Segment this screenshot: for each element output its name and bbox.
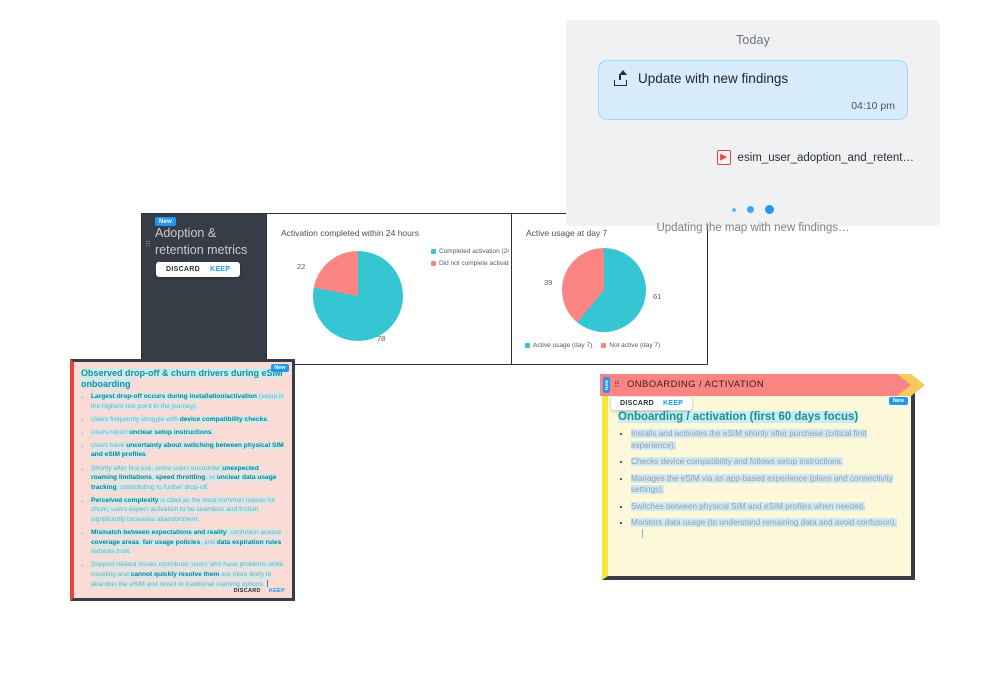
- list-item: Installs and activates the eSIM shortly …: [631, 428, 899, 451]
- metrics-board: New ⠿ Adoption & retention metrics (eSIM…: [141, 213, 708, 365]
- yellow-note-new-badge: New: [888, 397, 908, 405]
- legend-item: Active usage (day 7): [525, 342, 592, 349]
- chat-message-bubble[interactable]: Update with new findings 04:10 pm: [598, 60, 908, 120]
- yellow-note-heading: Onboarding / activation (first 60 days f…: [618, 411, 859, 423]
- legend-swatch-icon: [431, 261, 436, 266]
- list-item: Users report unclear setup instructions.: [91, 428, 284, 438]
- board-new-badge: New: [155, 217, 176, 226]
- yellow-note-discard-button[interactable]: DISCARD: [620, 400, 654, 407]
- legend-swatch-icon: [431, 249, 436, 254]
- yellow-note-bullet-list: Installs and activates the eSIM shortly …: [618, 428, 899, 541]
- board-sidebar: New ⠿ Adoption & retention metrics (eSIM…: [142, 214, 266, 364]
- legend-item: Did not complete activation: [431, 260, 509, 267]
- list-item: Perceived complexity is cited as the mos…: [91, 496, 284, 525]
- list-item: Users have uncertainty about switching b…: [91, 441, 284, 460]
- yellow-note-keep-button[interactable]: KEEP: [663, 400, 684, 407]
- loading-dot-2: [747, 206, 754, 214]
- chat-day-label: Today: [736, 33, 770, 47]
- pink-note-bullet-list: Largest drop-off occurs during installat…: [81, 392, 284, 589]
- chart-2-label-slice1: 61: [653, 292, 662, 301]
- list-item: Monitors data usage (to understand remai…: [631, 517, 899, 541]
- list-item: Users frequently struggle with device co…: [91, 415, 284, 425]
- legend-label: Active usage (day 7): [533, 342, 593, 349]
- board-keep-button[interactable]: KEEP: [210, 266, 231, 273]
- sticky-note-onboarding[interactable]: DISCARD KEEP New Onboarding / activation…: [602, 390, 915, 580]
- list-item: Switches between physical SIM and eSIM p…: [631, 501, 899, 513]
- banner-drag-handle-icon[interactable]: ⠿: [614, 380, 620, 389]
- yellow-note-action-bar: DISCARD KEEP: [611, 397, 693, 410]
- loading-dot-1: [731, 207, 736, 212]
- sticky-note-churn-drivers[interactable]: New Observed drop-off & churn drivers du…: [70, 359, 295, 601]
- legend-item: Completed activation (24h): [431, 248, 509, 255]
- legend-item: Not active (day 7): [601, 342, 660, 349]
- banner-new-badge: New: [603, 377, 610, 393]
- chart-1-label-slice2: 22: [297, 262, 306, 271]
- legend-label: Completed activation (24h): [439, 248, 509, 255]
- chart-1-legend: Completed activation (24h) Did not compl…: [431, 248, 509, 267]
- pink-note-discard-button[interactable]: DISCARD: [233, 588, 261, 594]
- list-item: Mismatch between expectations and realit…: [91, 528, 284, 557]
- chart-panel-activation: Activation completed within 24 hours 22 …: [266, 214, 511, 364]
- legend-label: Not active (day 7): [609, 342, 661, 349]
- pink-note-action-bar: DISCARD KEEP: [234, 588, 285, 594]
- legend-label: Did not complete activation: [439, 260, 509, 267]
- chart-2-pie: [562, 248, 646, 332]
- loading-dots: [566, 201, 940, 219]
- pink-note-heading: Observed drop-off & churn drivers during…: [81, 368, 283, 389]
- pink-note-keep-button[interactable]: KEEP: [268, 588, 285, 594]
- chat-message-text: Update with new findings: [638, 70, 789, 86]
- chat-panel: Today Update with new findings 04:10 pm …: [566, 20, 940, 234]
- chat-message-time: 04:10 pm: [851, 100, 895, 112]
- banner-label: ONBOARDING / ACTIVATION: [627, 379, 765, 390]
- legend-swatch-icon: [525, 343, 530, 348]
- chat-message-row: Update with new findings: [599, 61, 907, 86]
- list-item: Manages the eSIM via an app-based experi…: [631, 473, 899, 496]
- legend-swatch-icon: [601, 343, 606, 348]
- chat-attachment[interactable]: esim_user_adoption_and_retent…: [716, 150, 914, 165]
- board-action-bar: DISCARD KEEP: [156, 262, 241, 277]
- chat-status-text: Updating the map with new findings…: [656, 222, 850, 234]
- attachment-filename: esim_user_adoption_and_retent…: [737, 151, 914, 164]
- upload-icon: [613, 70, 628, 86]
- chart-2-label-slice2: 39: [544, 278, 553, 287]
- chart-2-title: Active usage at day 7: [526, 228, 608, 238]
- chart-1-pie: [313, 251, 403, 341]
- chart-2-legend: Active usage (day 7) Not active (day 7): [525, 342, 660, 349]
- chart-1-title: Activation completed within 24 hours: [281, 228, 419, 238]
- list-item: Checks device compatibility and follows …: [631, 456, 899, 468]
- list-item: Support-related issues contribute: users…: [91, 560, 284, 589]
- chart-1-label-slice1: 78: [377, 334, 386, 343]
- drag-handle-icon[interactable]: ⠿: [145, 240, 151, 249]
- chart-panel-active-usage: Active usage at day 7 39 61 Active usage…: [511, 214, 707, 364]
- banner-body: [600, 374, 911, 396]
- pink-note-new-badge: New: [270, 364, 289, 372]
- list-item: Shortly after first use, some users enco…: [91, 464, 284, 493]
- list-item: Largest drop-off occurs during installat…: [91, 392, 284, 411]
- loading-dot-3: [765, 205, 775, 215]
- board-discard-button[interactable]: DISCARD: [166, 266, 200, 273]
- phase-banner-onboarding[interactable]: New ⠿ ONBOARDING / ACTIVATION: [600, 374, 925, 396]
- pdf-file-icon: [716, 150, 731, 165]
